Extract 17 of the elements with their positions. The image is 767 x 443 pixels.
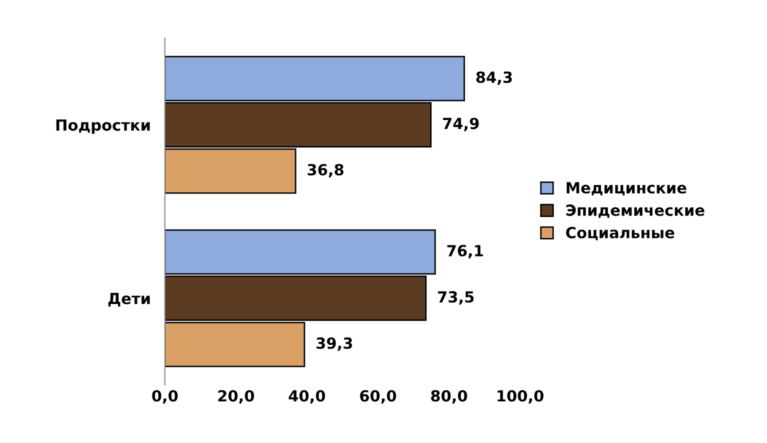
y-tick-label: Дети <box>108 292 150 306</box>
legend-label: Медицинские <box>566 182 686 196</box>
data-label: 84,3 <box>476 71 512 85</box>
x-tick-label: 100,0 <box>498 390 544 404</box>
x-tick-label: 20,0 <box>218 390 254 404</box>
legend-label: Социальные <box>566 226 674 240</box>
x-tick-label: 80,0 <box>431 390 468 404</box>
x-tick-label: 60,0 <box>360 390 396 404</box>
y-tick-label: Подростки <box>56 119 150 134</box>
data-label: 39,3 <box>316 337 352 351</box>
x-tick-label: 40,0 <box>288 390 326 404</box>
x-tick-label: 0,0 <box>152 390 178 404</box>
data-label: 36,8 <box>308 164 344 178</box>
data-label: 73,5 <box>438 291 474 305</box>
data-label: 74,9 <box>443 118 479 132</box>
data-label: 76,1 <box>447 244 483 258</box>
legend-label: Эпидемические <box>566 204 704 218</box>
